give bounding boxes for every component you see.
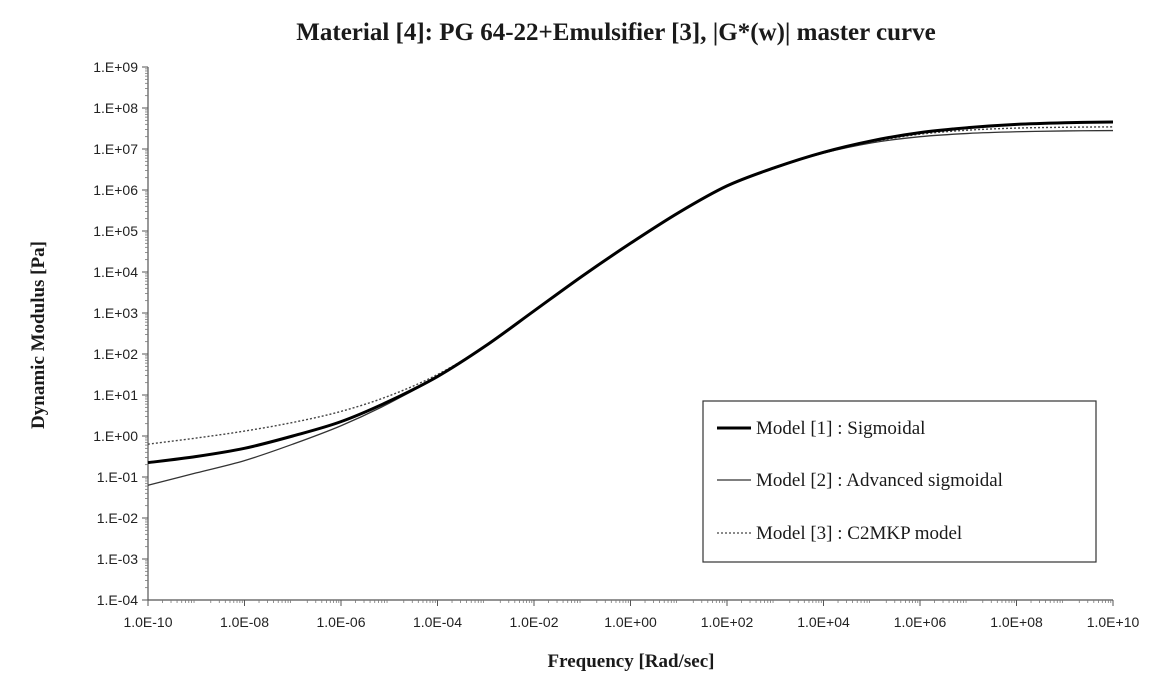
y-tick-label: 1.E+03 [93,305,138,321]
series-line-1 [147,120,1114,465]
x-tick-label: 1.0E-04 [413,614,462,630]
y-tick-label: 1.E-01 [97,469,138,485]
legend-label-sigmoidal: Model [1] : Sigmoidal [756,418,925,439]
y-tick-label: 1.E-02 [97,510,138,526]
y-tick-label: 1.E+02 [93,346,138,362]
y-tick-label: 1.E-04 [97,592,138,608]
x-axis-title: Frequency [Rad/sec] [548,651,715,672]
x-tick-label: 1.0E-06 [316,614,365,630]
y-tick-label: 1.E+04 [93,264,138,280]
legend: Model [1] : Sigmoidal Model [2] : Advanc… [702,400,1097,563]
chart-title: Material [4]: PG 64-22+Emulsifier [3], |… [296,19,935,46]
legend-box [702,400,1097,563]
legend-label-c2mkp: Model [3] : C2MKP model [756,523,962,544]
y-tick-label: 1.E+01 [93,387,138,403]
y-tick-label: 1.E+06 [93,182,138,198]
x-tick-label: 1.0E-02 [509,614,558,630]
y-tick-label: 1.E+00 [93,428,138,444]
x-tick-label: 1.0E+00 [604,614,657,630]
x-tick-label: 1.0E+06 [894,614,947,630]
y-tick-label: 1.E+07 [93,141,138,157]
y-tick-label: 1.E+05 [93,223,138,239]
x-tick-label: 1.0E-10 [123,614,172,630]
x-tick-label: 1.0E+10 [1087,614,1140,630]
x-tick-label: 1.0E+02 [701,614,754,630]
series-line-3 [147,126,1114,445]
y-tick-label: 1.E+08 [93,100,138,116]
y-axis-tick-labels: 1.E-04 1.E-03 1.E-02 1.E-01 1.E+00 1.E+01 1.E+… [93,59,138,608]
y-tick-label: 1.E+09 [93,59,138,75]
axes [142,66,1114,606]
x-axis-tick-labels: 1.0E-10 1.0E-08 1.0E-06 1.0E-04 1.0E-02 1.0E+… [123,614,1139,630]
series-group [147,120,1114,486]
y-tick-label: 1.E-03 [97,551,138,567]
y-axis-title: Dynamic Modulus [Pa] [28,241,49,429]
x-tick-label: 1.0E+04 [797,614,850,630]
x-tick-label: 1.0E-08 [220,614,269,630]
legend-label-advanced-sigmoidal: Model [2] : Advanced sigmoidal [756,470,1003,491]
x-tick-label: 1.0E+08 [990,614,1043,630]
